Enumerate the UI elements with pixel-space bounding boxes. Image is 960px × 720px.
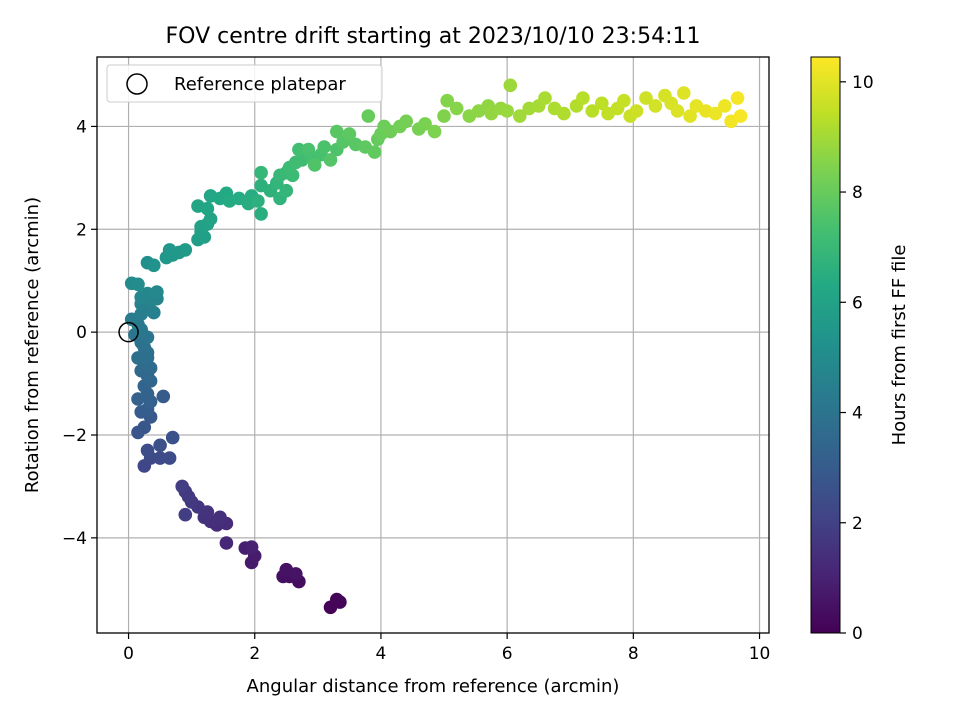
data-point	[513, 109, 527, 123]
colorbar: 0 2 4 6 8 10 Hours from first FF file	[810, 56, 910, 644]
data-point	[437, 109, 451, 123]
x-axis-label: Angular distance from reference (arcmin)	[247, 676, 620, 697]
legend: Reference platepar	[106, 64, 383, 103]
data-point	[629, 104, 644, 118]
data-point	[131, 277, 145, 292]
colorbar-label: Hours from first FF file	[889, 245, 910, 446]
data-point	[162, 451, 177, 465]
colorbar-tick-label: 6	[852, 293, 863, 313]
y-tick-label: 4	[76, 117, 87, 137]
x-tick-label: 0	[123, 644, 134, 664]
data-point	[648, 99, 663, 113]
data-point	[503, 78, 518, 93]
colorbar-tick-label: 4	[852, 404, 863, 424]
colorbar-tick-label: 0	[852, 624, 863, 644]
data-point	[175, 479, 189, 494]
x-tick-label: 8	[628, 644, 639, 664]
data-point	[165, 430, 180, 445]
data-point	[449, 101, 464, 116]
data-point	[367, 145, 382, 159]
data-point	[254, 207, 268, 221]
colorbar-ticks: 0 2 4 6 8 10	[840, 73, 874, 644]
data-point	[289, 567, 303, 581]
data-point	[323, 153, 338, 167]
data-point	[418, 117, 432, 131]
y-tick-label: −4	[62, 529, 87, 549]
data-point	[427, 124, 442, 139]
x-tick-label: 10	[749, 644, 771, 664]
colorbar-frame	[810, 56, 841, 634]
y-tick-label: 2	[76, 220, 87, 240]
data-point	[153, 451, 167, 465]
data-point	[203, 212, 218, 226]
data-point	[244, 540, 259, 554]
data-point	[585, 104, 600, 118]
x-axis: 0 2 4 6 8 10	[123, 633, 770, 664]
data-point	[683, 109, 697, 123]
y-tick-label: −2	[62, 426, 87, 446]
data-point	[147, 258, 161, 273]
chart-title: FOV centre drift starting at 2023/10/10 …	[166, 24, 701, 49]
data-point	[342, 127, 357, 141]
data-point	[500, 104, 514, 118]
data-point	[301, 142, 316, 157]
legend-box	[106, 64, 383, 103]
legend-label: Reference platepar	[174, 74, 346, 95]
y-axis-label: Rotation from reference (arcmin)	[22, 197, 43, 493]
colorbar-tick-label: 2	[852, 514, 863, 534]
data-point	[317, 140, 332, 154]
reference-platepar-marker	[118, 321, 139, 343]
x-tick-label: 6	[502, 644, 513, 664]
data-point	[219, 536, 234, 550]
data-point	[307, 158, 322, 172]
colorbar-gradient	[811, 57, 840, 633]
data-point	[670, 104, 685, 118]
data-point	[718, 99, 732, 113]
data-point	[639, 91, 653, 105]
data-point	[140, 443, 155, 458]
data-point	[279, 183, 294, 198]
data-point	[156, 389, 171, 404]
data-points	[118, 78, 748, 615]
data-point	[538, 91, 552, 105]
data-point	[153, 438, 167, 453]
data-point	[595, 96, 609, 111]
data-point	[251, 194, 265, 208]
data-point	[178, 243, 193, 257]
plot-frame	[96, 56, 770, 634]
data-point	[733, 109, 748, 123]
data-point	[677, 86, 691, 100]
x-tick-label: 2	[249, 644, 260, 664]
data-point	[440, 93, 455, 108]
data-point	[292, 142, 306, 157]
colorbar-tick-label: 10	[852, 73, 874, 93]
colorbar-tick-label: 8	[852, 183, 863, 203]
data-point	[197, 230, 212, 244]
data-point	[150, 285, 164, 299]
data-point	[147, 305, 161, 320]
y-tick-label: 0	[76, 323, 87, 343]
data-point	[213, 510, 227, 525]
data-point	[617, 93, 631, 108]
data-point	[330, 124, 344, 139]
data-point	[178, 507, 193, 522]
data-point	[576, 91, 590, 105]
data-point	[399, 114, 414, 129]
data-point	[557, 106, 571, 121]
data-point	[200, 201, 215, 216]
data-point	[361, 109, 376, 123]
data-point	[137, 420, 152, 435]
data-point	[330, 592, 344, 607]
data-point	[254, 165, 268, 180]
legend-marker-open-circle	[126, 73, 148, 95]
x-tick-label: 4	[376, 644, 387, 664]
data-point	[730, 91, 745, 105]
data-point	[708, 106, 723, 121]
y-axis: −4 −2 0 2 4	[62, 117, 97, 549]
